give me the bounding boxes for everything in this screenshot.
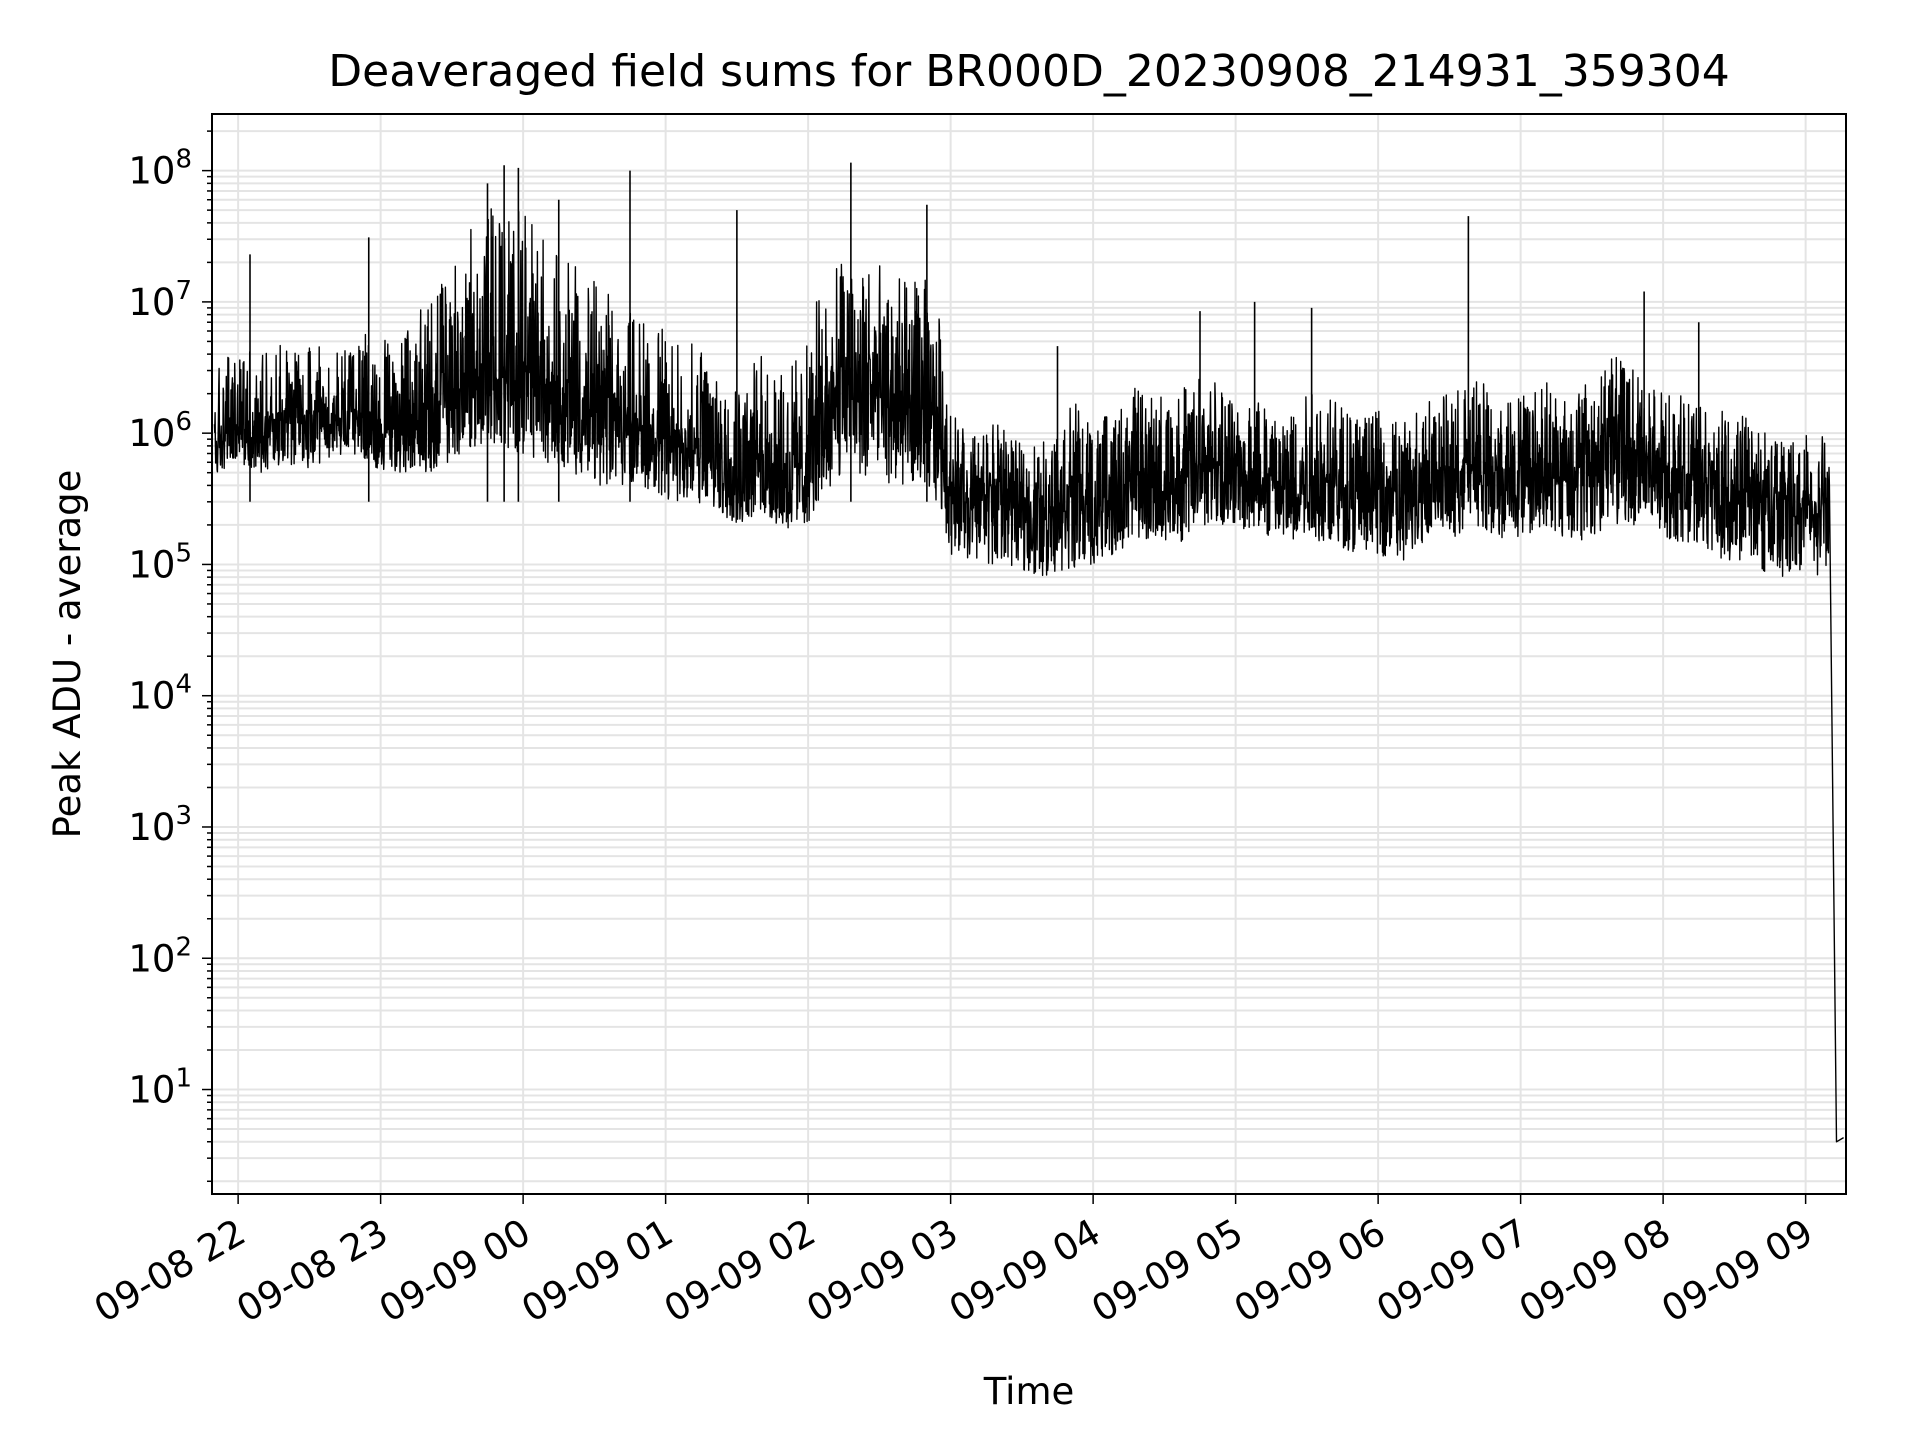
y-axis-label: Peak ADU - average — [46, 470, 89, 839]
series-layer — [213, 162, 1844, 1143]
y-tick-label: 103 — [128, 801, 192, 849]
y-tick-label: 102 — [128, 932, 192, 980]
plot-frame — [211, 113, 1847, 1195]
chart-title: Deaveraged field sums for BR000D_2023090… — [328, 46, 1730, 97]
y-tick-label: 107 — [128, 276, 192, 324]
y-tick-label: 106 — [128, 407, 192, 455]
y-tick-label: 104 — [128, 670, 192, 718]
y-tick-label: 101 — [128, 1064, 192, 1112]
y-tick-label: 108 — [128, 145, 192, 193]
series-line — [213, 208, 1844, 1143]
y-tick-label: 105 — [128, 538, 192, 586]
y-axis: 101 102 103 104 105 106 107 108 — [128, 130, 212, 1183]
x-axis-label: Time — [983, 1370, 1075, 1413]
